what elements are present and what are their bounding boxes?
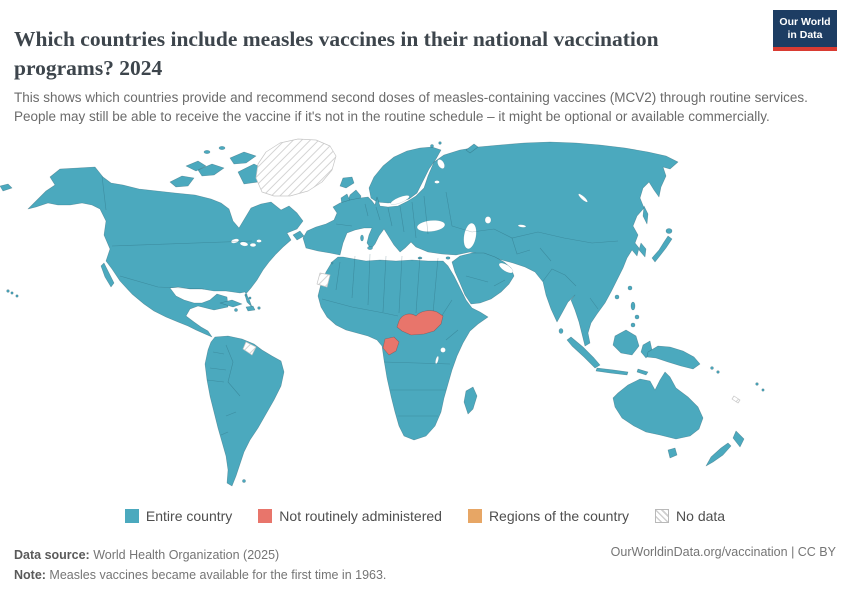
legend-item-entire-country[interactable]: Entire country [124, 508, 233, 524]
owid-logo-line1: Our World [779, 15, 831, 28]
sea-overlays [230, 159, 588, 365]
chart-footer: Data source: World Health Organization (… [14, 545, 386, 585]
data-source-value: World Health Organization (2025) [89, 548, 280, 562]
map-region-no-data[interactable] [242, 138, 741, 404]
legend-item-regions-of-country[interactable]: Regions of the country [467, 508, 630, 524]
legend-swatch-regions-of-country [467, 509, 482, 523]
legend-item-no-data[interactable]: No data [655, 508, 725, 524]
legend-swatch-not-routinely-administered [258, 509, 273, 523]
country-borders [101, 175, 619, 436]
legend-swatch-no-data [655, 509, 670, 523]
legend-label-entire-country: Entire country [145, 508, 233, 524]
data-source-label: Data source: [14, 548, 90, 562]
note-line: Note: Measles vaccines became available … [14, 565, 386, 585]
note-label: Note: [14, 568, 46, 582]
legend-swatch-entire-country [124, 509, 139, 523]
attribution-link[interactable]: OurWorldinData.org/vaccination | CC BY [610, 545, 836, 559]
map-region-entire-country[interactable] [0, 141, 765, 487]
map-legend: Entire country Not routinely administere… [0, 508, 850, 524]
page-title: Which countries include measles vaccines… [14, 27, 659, 80]
legend-label-no-data: No data [676, 508, 726, 524]
map-region-not-routinely-administered[interactable] [382, 310, 444, 356]
owid-logo-line2: in Data [787, 28, 823, 41]
chart-subtitle: This shows which countries provide and r… [14, 89, 808, 124]
legend-item-not-routinely-administered[interactable]: Not routinely administered [258, 508, 442, 524]
legend-label-not-routinely-administered: Not routinely administered [279, 508, 442, 524]
owid-logo[interactable]: Our World in Data [773, 10, 837, 51]
note-value: Measles vaccines became available for th… [45, 568, 387, 582]
data-source-line: Data source: World Health Organization (… [14, 545, 386, 565]
world-map[interactable] [0, 135, 850, 507]
legend-label-regions-of-country: Regions of the country [488, 508, 630, 524]
